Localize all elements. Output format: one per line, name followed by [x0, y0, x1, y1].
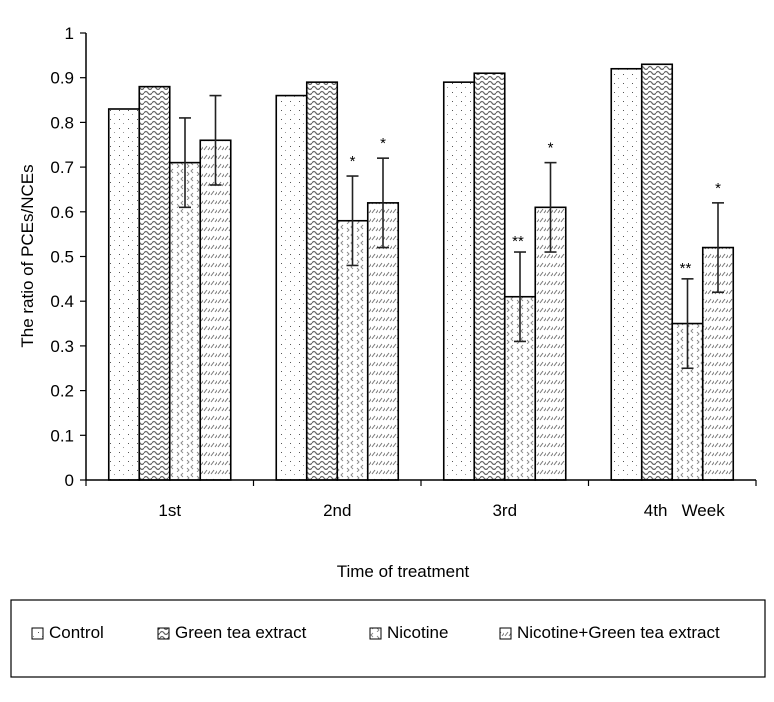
bar-dots [107, 108, 141, 481]
x-tick-label: 4th Week [644, 501, 725, 520]
legend-label: Nicotine+Green tea extract [517, 623, 720, 642]
legend-label: Control [49, 623, 104, 642]
x-tick-label: 2nd [323, 501, 351, 520]
error-bars-layer [179, 94, 724, 370]
axes-layer: 0 0.1 0.2 0.3 0.4 0.5 0.6 0.7 0.8 0.9 1 1st 2nd 3rd 4t… [50, 24, 757, 520]
legend-swatch-chevrons [369, 627, 382, 640]
legend-swatch-hatch [499, 627, 512, 640]
bar-waves [305, 81, 339, 481]
y-axis-title: The ratio of PCEs/NCEs [18, 164, 37, 347]
y-tick-label: 0.1 [50, 426, 74, 445]
legend: Control Green tea extract Nicotine Nicotine… [31, 623, 720, 642]
y-tick-label: 0.3 [50, 337, 74, 356]
bar-chevrons [168, 161, 202, 481]
bar-waves [138, 85, 171, 481]
bar-dots [442, 81, 476, 481]
bars-layer [107, 63, 735, 481]
bar-dots [275, 94, 308, 481]
bar-hatch [199, 139, 232, 481]
legend-box [10, 599, 766, 678]
significance-marker: * [548, 140, 554, 157]
significance-marker: ** [512, 233, 524, 250]
x-axis-title: Time of treatment [337, 562, 470, 581]
significance-marker: * [715, 180, 721, 197]
legend-swatch-dots [31, 627, 44, 640]
x-tick-label: 1st [158, 501, 181, 520]
bar-dots [610, 67, 643, 481]
bar-waves [473, 72, 506, 481]
legend-label: Green tea extract [175, 623, 307, 642]
y-tick-label: 0.8 [50, 113, 74, 132]
y-tick-label: 0.6 [50, 203, 74, 222]
significance-marker: * [380, 135, 386, 152]
y-tick-label: 0.7 [50, 158, 74, 177]
bar-hatch [534, 206, 567, 481]
significance-marker: ** [680, 260, 692, 277]
x-tick-label: 3rd [492, 501, 517, 520]
significance-marker: * [350, 153, 356, 170]
y-tick-label: 0.4 [50, 292, 74, 311]
legend-label: Nicotine [387, 623, 448, 642]
legend-swatch-waves [157, 627, 170, 640]
bar-hatch [366, 202, 400, 481]
y-tick-label: 0.2 [50, 382, 74, 401]
y-tick-label: 0.5 [50, 248, 74, 267]
bar-waves [640, 63, 674, 481]
y-tick-label: 1 [65, 24, 74, 43]
y-tick-label: 0 [65, 471, 74, 490]
y-tick-label: 0.9 [50, 69, 74, 88]
significance-layer: ******** [350, 135, 722, 277]
